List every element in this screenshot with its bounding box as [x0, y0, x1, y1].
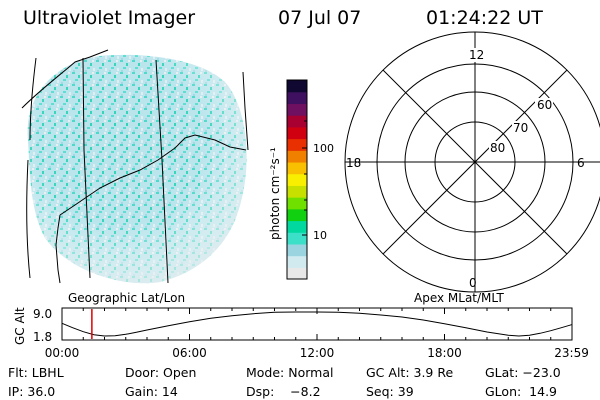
dsp-info: Dsp: −8.2: [246, 384, 321, 399]
colorbar-segment: [287, 208, 307, 222]
auroral-image: [27, 54, 247, 284]
x-tick-label: 23:59: [554, 346, 589, 360]
colorbar-tick-10: 10: [313, 229, 327, 242]
x-tick-label: 18:00: [427, 346, 462, 360]
mlat-label-80: 80: [490, 141, 505, 155]
colorbar-segment: [287, 115, 307, 128]
colorbar-segment: [287, 80, 307, 93]
gain-info: Gain: 14: [125, 384, 178, 399]
glon-info: GLon: 14.9: [485, 384, 557, 399]
colorbar-segment: [287, 103, 307, 116]
gc-alt-info: GC Alt: 3.9 Re: [366, 365, 454, 380]
image-caption: Geographic Lat/Lon: [68, 291, 185, 305]
colorbar-segment: [287, 150, 307, 163]
colorbar-unit-label: photon cm⁻²s⁻¹: [268, 147, 282, 240]
mlat-label-70: 70: [513, 121, 528, 135]
geographic-overlay: [21, 49, 249, 284]
colorbar-segment: [287, 220, 307, 233]
y-tick-max: 9.0: [33, 307, 52, 321]
glat-info: GLat: −23.0: [485, 365, 561, 380]
date-label: 07 Jul 07: [278, 7, 362, 29]
mlt-label-18: 18: [346, 156, 361, 170]
mode-info: Mode: Normal: [246, 365, 334, 380]
y-tick-min: 1.8: [33, 330, 52, 344]
colorbar-segment: [287, 267, 307, 280]
colorbar-segment: [287, 185, 307, 198]
polar-caption: Apex MLat/MLT: [414, 291, 504, 305]
colorbar-segment: [287, 91, 307, 105]
y-axis-label: GC Alt: [13, 307, 27, 345]
colorbar-segment: [287, 255, 307, 268]
time-label: 01:24:22 UT: [426, 7, 543, 29]
x-tick-label: 06:00: [172, 346, 207, 360]
seq-info: Seq: 39: [366, 384, 414, 399]
mlat-label-60: 60: [537, 98, 552, 112]
mlt-label-6: 6: [577, 156, 585, 170]
gc-alt-line: [61, 311, 572, 337]
x-tick-label: 12:00: [300, 346, 335, 360]
x-tick-label: 00:00: [45, 346, 80, 360]
colorbar-segment: [287, 173, 307, 186]
instrument-title: Ultraviolet Imager: [23, 7, 196, 29]
colorbar-segment: [287, 161, 307, 175]
door-info: Door: Open: [125, 365, 197, 380]
colorbar-segment: [287, 126, 307, 140]
colorbar-segment: [287, 197, 307, 210]
ip-info: IP: 36.0: [8, 384, 56, 399]
colorbar-tick-100: 100: [313, 142, 334, 155]
mlt-label-0: 0: [469, 276, 477, 290]
colorbar-segment: [287, 243, 307, 257]
mlt-label-12: 12: [469, 48, 484, 62]
filter-info: Flt: LBHL: [8, 365, 64, 380]
